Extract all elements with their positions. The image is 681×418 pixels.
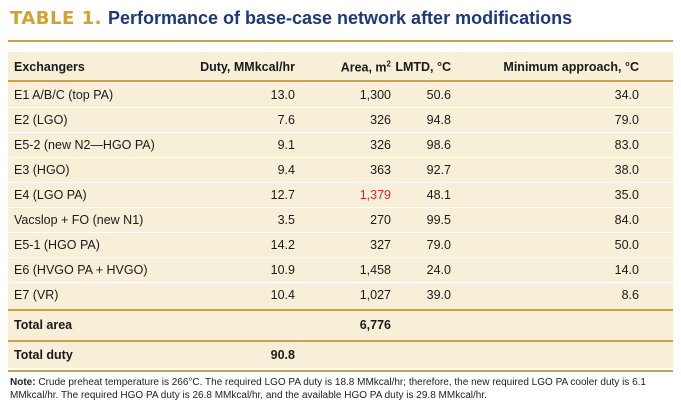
table-note: Note: Crude preheat temperature is 266°C…: [10, 376, 670, 402]
row-separator: [8, 157, 673, 158]
header-lmtd: LMTD, °C: [395, 60, 451, 74]
title-rule: [8, 40, 673, 42]
row-separator: [8, 257, 673, 258]
row-separator: [8, 107, 673, 108]
totals-rule: [8, 309, 673, 311]
row-separator: [8, 132, 673, 133]
header-exchangers: Exchangers: [14, 60, 85, 74]
header-area: Area, m2: [340, 59, 391, 75]
totals-rule: [8, 340, 673, 342]
header-duty: Duty, MMkcal/hr: [200, 60, 295, 74]
header-min-approach: Minimum approach, °C: [503, 60, 639, 74]
table-row: E7 (VR) 10.4 1,027 39.0 8.6: [14, 288, 639, 302]
total-duty-label: Total duty: [14, 348, 73, 362]
total-area-row: Total area 6,776: [8, 313, 673, 337]
row-separator: [8, 232, 673, 233]
note-label: Note:: [10, 377, 36, 388]
table-body: [8, 52, 673, 368]
row-separator: [8, 207, 673, 208]
total-area-value: 6,776: [359, 318, 391, 332]
header-row: Exchangers Duty, MMkcal/hr Area, m2 LMTD…: [8, 55, 673, 79]
table-row: Vacslop + FO (new N1) 3.5 270 99.5 84.0: [14, 213, 639, 227]
header-rule: [8, 80, 673, 82]
table-title: TABLE 1. Performance of base-case network…: [10, 8, 572, 29]
table-caption: Performance of base-case network after m…: [107, 8, 573, 28]
table-row: E1 A/B/C (top PA) 13.0 1,300 50.6 34.0: [14, 88, 639, 102]
highlighted-area-value: 1,379: [359, 188, 391, 202]
table-bottom-rule: [8, 370, 673, 372]
table-row: E5-1 (HGO PA) 14.2 327 79.0 50.0: [14, 238, 639, 252]
row-separator: [8, 282, 673, 283]
total-duty-row: Total duty 90.8: [8, 343, 673, 367]
table-row: E5-2 (new N2—HGO PA) 9.1 326 98.6 83.0: [14, 138, 639, 152]
total-area-label: Total area: [14, 318, 73, 332]
table-row: E6 (HVGO PA + HVGO) 10.9 1,458 24.0 14.0: [14, 263, 639, 277]
note-text: Crude preheat temperature is 266°C. The …: [10, 377, 646, 401]
table-row: E3 (HGO) 9.4 363 92.7 38.0: [14, 163, 639, 177]
table-row: E2 (LGO) 7.6 326 94.8 79.0: [14, 113, 639, 127]
table-row: E4 (LGO PA) 12.7 1,379 48.1 35.0: [14, 188, 639, 202]
row-separator: [8, 182, 673, 183]
total-duty-value: 90.8: [270, 348, 295, 362]
table-number: TABLE 1.: [10, 8, 102, 29]
